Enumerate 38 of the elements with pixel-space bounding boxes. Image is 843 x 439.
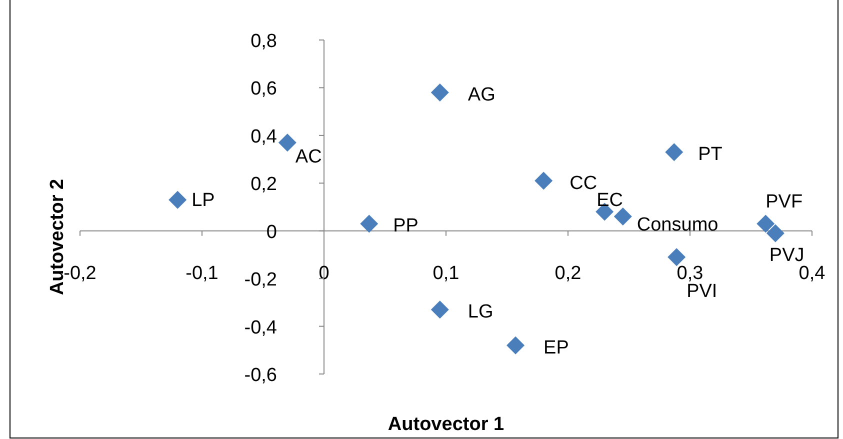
x-tick-label: 0,2 bbox=[554, 262, 582, 284]
point bbox=[430, 83, 449, 102]
annotation: Consumo bbox=[636, 214, 718, 236]
y-tick-label: 0 bbox=[266, 222, 277, 243]
point bbox=[534, 172, 553, 190]
x-tick-label: 0 bbox=[318, 262, 330, 284]
point bbox=[668, 248, 686, 266]
point bbox=[766, 224, 784, 242]
point bbox=[756, 214, 775, 233]
annotation: LG bbox=[468, 302, 494, 323]
x-tick-label: 0,3 bbox=[676, 262, 704, 284]
x-tick-label: -0,1 bbox=[186, 262, 218, 284]
annotation: EP bbox=[544, 337, 569, 358]
point bbox=[614, 208, 632, 226]
y-tick-label: -0,6 bbox=[244, 365, 277, 386]
point bbox=[665, 143, 684, 162]
y-tick-label: -0,4 bbox=[244, 317, 278, 338]
point bbox=[430, 300, 449, 319]
annotation: EC bbox=[596, 190, 624, 211]
annotation: PT bbox=[698, 144, 723, 166]
annotation: PVF bbox=[766, 192, 803, 213]
point bbox=[278, 134, 296, 152]
annotation: CC bbox=[570, 172, 598, 194]
y-tick-label: 0,6 bbox=[250, 78, 277, 100]
point bbox=[168, 190, 187, 209]
annotation: PP bbox=[393, 216, 418, 237]
x-axis-title: Autovector 1 bbox=[388, 414, 504, 435]
y-tick-label: 0,2 bbox=[250, 174, 277, 196]
point bbox=[506, 336, 525, 354]
y-tick-label: 0,8 bbox=[250, 31, 277, 52]
annotation: LP bbox=[192, 190, 215, 211]
x-tick-label: -0,2 bbox=[64, 262, 96, 284]
annotation: AG bbox=[468, 84, 496, 106]
annotation: AC bbox=[295, 146, 322, 168]
annotation: PVI bbox=[686, 281, 718, 302]
x-tick-label: 0,1 bbox=[432, 262, 460, 284]
point bbox=[360, 214, 378, 233]
y-tick-label: 0,4 bbox=[250, 126, 278, 148]
